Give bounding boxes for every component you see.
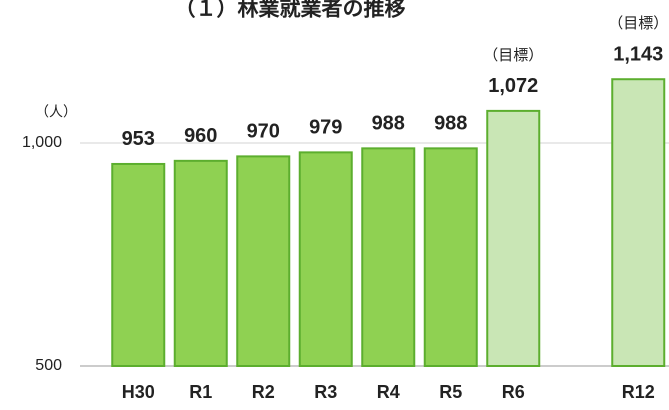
bar <box>298 151 353 367</box>
annotation: （目標） <box>483 47 543 64</box>
chart-title: （１）林業就業者の推移 <box>175 0 406 21</box>
value-label: 1,072 <box>488 75 538 97</box>
value-label: 988 <box>372 113 405 135</box>
bar <box>611 78 666 368</box>
x-tick-label: R2 <box>252 382 275 402</box>
value-label: 988 <box>434 113 467 135</box>
bar <box>111 162 166 367</box>
x-tick-label: R5 <box>439 382 462 402</box>
y-tick-label: 500 <box>35 357 62 374</box>
x-tick-label: R4 <box>377 382 400 402</box>
value-label: 979 <box>309 117 342 139</box>
x-tick-label: H30 <box>122 382 155 402</box>
bar <box>361 147 416 367</box>
value-label: 1,143 <box>613 44 663 66</box>
y-unit: （人） <box>35 104 77 120</box>
y-tick-label: 1,000 <box>22 134 62 151</box>
bar <box>486 109 541 367</box>
bar <box>173 159 228 367</box>
x-tick-label: R1 <box>189 382 212 402</box>
bar <box>423 147 478 367</box>
value-label: 953 <box>122 128 155 150</box>
bar <box>236 155 291 367</box>
value-label: 970 <box>247 121 280 143</box>
x-tick-label: R6 <box>502 382 525 402</box>
value-label: 960 <box>184 125 217 147</box>
x-tick-label: R12 <box>622 382 655 402</box>
annotation: （目標） <box>608 15 668 32</box>
x-tick-label: R3 <box>314 382 337 402</box>
